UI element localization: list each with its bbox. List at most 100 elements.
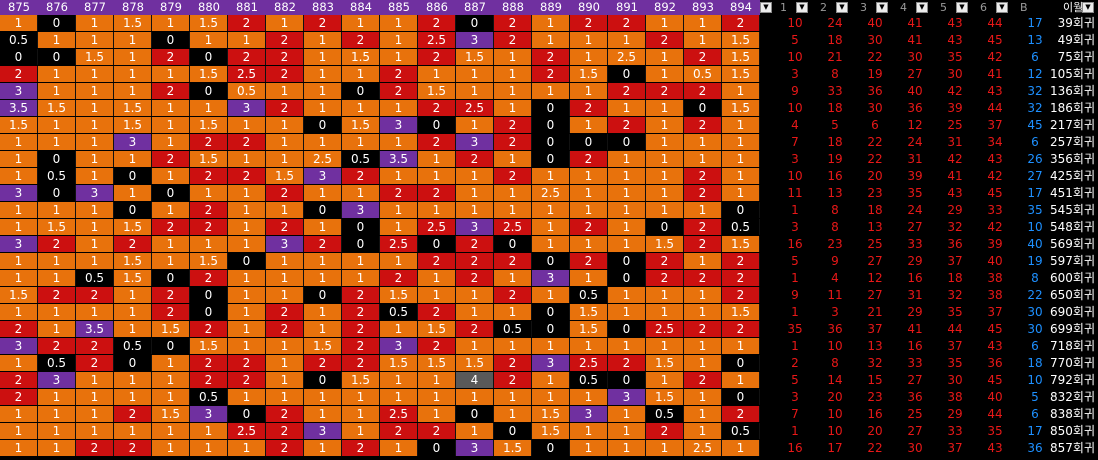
winning-number[interactable]: 36	[827, 322, 843, 336]
grid-cell[interactable]: 0.5	[114, 338, 152, 354]
winning-number[interactable]: 17	[827, 441, 843, 455]
round-label[interactable]: 136회귀	[1050, 84, 1095, 98]
grid-cell[interactable]: 1	[608, 338, 646, 354]
grid-cell[interactable]: 1	[684, 134, 722, 150]
grid-cell[interactable]: 2.5	[684, 440, 722, 456]
grid-cell[interactable]: 1	[646, 440, 684, 456]
winning-number[interactable]: 43	[987, 152, 1003, 166]
grid-cell[interactable]: 1	[266, 270, 304, 286]
grid-cell[interactable]: 0	[532, 321, 570, 337]
grid-cell[interactable]: 1	[608, 236, 646, 252]
winning-number[interactable]: 41	[907, 322, 923, 336]
column-header-894[interactable]: 894	[730, 0, 752, 14]
winning-number[interactable]: 11	[827, 288, 843, 302]
winning-number[interactable]: 5	[791, 33, 799, 47]
grid-cell[interactable]: 1.5	[722, 304, 760, 320]
grid-cell[interactable]: 1.5	[646, 389, 684, 405]
grid-cell[interactable]: 2	[342, 338, 380, 354]
grid-cell[interactable]: 2	[684, 236, 722, 252]
grid-cell[interactable]: 1	[114, 66, 152, 82]
round-label[interactable]: 770회귀	[1050, 356, 1095, 370]
grid-cell[interactable]: 1	[684, 423, 722, 439]
grid-cell[interactable]: 1	[152, 117, 190, 133]
grid-cell[interactable]: 1	[228, 236, 266, 252]
grid-cell[interactable]: 2	[190, 270, 228, 286]
winning-number[interactable]: 20	[867, 169, 883, 183]
winning-number[interactable]: 16	[787, 441, 803, 455]
winning-number[interactable]: 37	[947, 339, 963, 353]
grid-cell[interactable]: 1	[0, 151, 38, 167]
grid-cell[interactable]: 2	[494, 355, 532, 371]
winning-number[interactable]: 30	[867, 33, 883, 47]
grid-cell[interactable]: 2	[342, 168, 380, 184]
winning-number[interactable]: 8	[831, 203, 839, 217]
winning-number[interactable]: 7	[791, 135, 799, 149]
grid-cell[interactable]: 2	[342, 355, 380, 371]
filter-dropdown-icon[interactable]: ▼	[760, 2, 772, 13]
grid-cell[interactable]: 1	[608, 151, 646, 167]
winning-number[interactable]: 22	[867, 50, 883, 64]
column-header-889[interactable]: 889	[540, 0, 562, 14]
winning-number[interactable]: 29	[907, 254, 923, 268]
grid-cell[interactable]: 1	[152, 372, 190, 388]
winning-number[interactable]: 44	[987, 407, 1003, 421]
round-label[interactable]: 548회귀	[1050, 220, 1095, 234]
winning-number[interactable]: 18	[867, 203, 883, 217]
grid-cell[interactable]: 1	[228, 270, 266, 286]
filter-dropdown-icon[interactable]: ▼	[956, 2, 968, 13]
grid-cell[interactable]: 1	[228, 151, 266, 167]
grid-cell[interactable]: 0.5	[494, 321, 532, 337]
grid-cell[interactable]: 1	[38, 83, 76, 99]
grid-cell[interactable]: 2	[684, 270, 722, 286]
grid-cell[interactable]: 2	[646, 423, 684, 439]
grid-cell[interactable]: 2	[266, 219, 304, 235]
grid-cell[interactable]: 0	[418, 117, 456, 133]
winning-number[interactable]: 27	[907, 373, 923, 387]
round-label[interactable]: 356회귀	[1050, 152, 1095, 166]
grid-cell[interactable]: 1.5	[114, 117, 152, 133]
grid-cell[interactable]: 2	[380, 83, 418, 99]
grid-cell[interactable]: 0	[114, 168, 152, 184]
grid-cell[interactable]: 1	[304, 185, 342, 201]
grid-cell[interactable]: 1	[456, 168, 494, 184]
grid-cell[interactable]: 1.5	[532, 406, 570, 422]
grid-cell[interactable]: 1	[152, 440, 190, 456]
grid-cell[interactable]: 0	[608, 253, 646, 269]
winning-number[interactable]: 8	[831, 220, 839, 234]
grid-cell[interactable]: 2	[266, 406, 304, 422]
grid-cell[interactable]: 1	[38, 134, 76, 150]
round-label[interactable]: 857회귀	[1050, 441, 1095, 455]
grid-cell[interactable]: 2	[418, 304, 456, 320]
grid-cell[interactable]: 0	[532, 134, 570, 150]
grid-cell[interactable]: 0	[114, 355, 152, 371]
bonus-number[interactable]: 22	[1027, 288, 1043, 302]
grid-cell[interactable]: 0	[152, 32, 190, 48]
winning-number[interactable]: 36	[947, 237, 963, 251]
winning-number[interactable]: 9	[791, 84, 799, 98]
grid-cell[interactable]: 1	[722, 185, 760, 201]
grid-cell[interactable]: 1	[228, 321, 266, 337]
grid-cell[interactable]: 1	[228, 117, 266, 133]
winning-number[interactable]: 43	[947, 186, 963, 200]
winning-number[interactable]: 24	[907, 203, 923, 217]
grid-cell[interactable]: 2	[456, 321, 494, 337]
grid-cell[interactable]: 1	[456, 389, 494, 405]
winning-number[interactable]: 42	[987, 169, 1003, 183]
grid-cell[interactable]: 2	[190, 355, 228, 371]
round-label[interactable]: 75회귀	[1057, 50, 1095, 64]
grid-cell[interactable]: 1	[152, 202, 190, 218]
winning-number[interactable]: 29	[907, 305, 923, 319]
grid-cell[interactable]: 2	[608, 117, 646, 133]
column-header-888[interactable]: 888	[502, 0, 524, 14]
winning-number[interactable]: 31	[947, 135, 963, 149]
grid-cell[interactable]: 1	[304, 304, 342, 320]
grid-cell[interactable]: 2	[418, 185, 456, 201]
winning-number[interactable]: 39	[987, 237, 1003, 251]
grid-cell[interactable]: 0.5	[76, 270, 114, 286]
winning-number[interactable]: 41	[947, 169, 963, 183]
grid-cell[interactable]: 1	[684, 32, 722, 48]
grid-cell[interactable]: 1	[76, 253, 114, 269]
grid-cell[interactable]: 1.5	[114, 219, 152, 235]
grid-cell[interactable]: 1	[684, 202, 722, 218]
grid-cell[interactable]: 1	[114, 389, 152, 405]
